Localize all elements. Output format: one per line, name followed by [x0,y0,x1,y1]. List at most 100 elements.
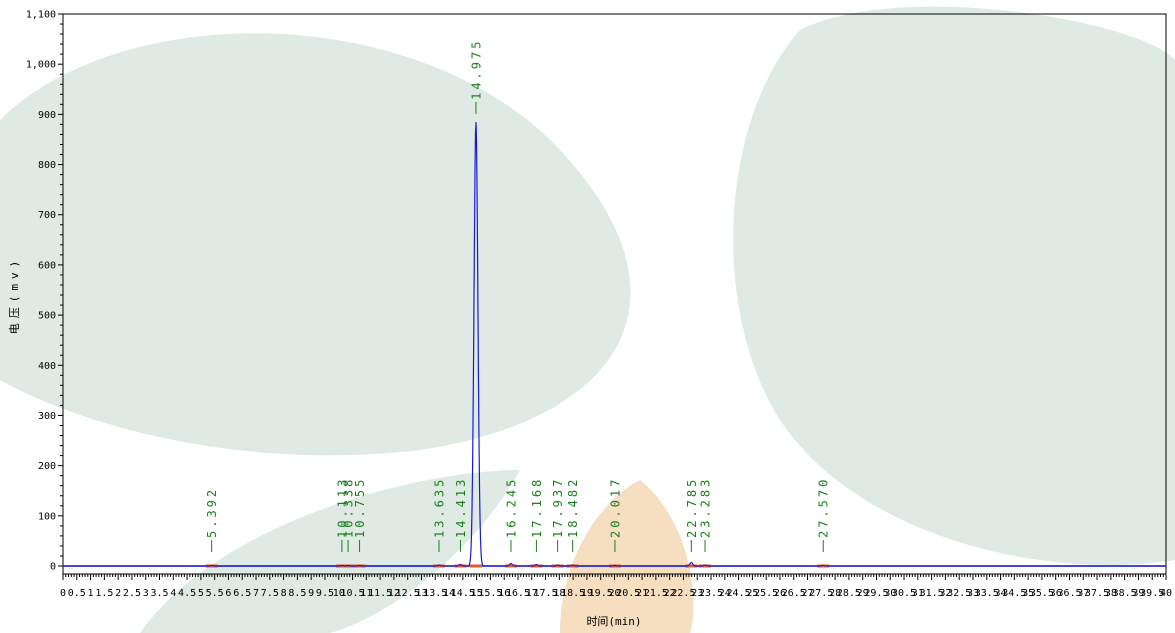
x-tick-label: 17.5 [534,588,558,599]
x-tick-label: 14 [443,588,455,599]
peak-label: 17.168 [530,477,544,538]
x-tick-label: 8 [281,588,287,599]
peak-label: 5.392 [205,487,219,538]
x-tick-label: 39.5 [1140,588,1164,599]
x-tick-label: 15.5 [478,588,502,599]
x-tick-label: 36.5 [1057,588,1081,599]
y-tick-label: 0 [50,562,56,573]
chromatogram-trace [63,122,1166,567]
y-tick-label: 100 [38,511,56,522]
x-tick-label: 17 [526,588,538,599]
peak-label: 10.113 [335,477,349,538]
x-tick-label: 7.5 [261,588,279,599]
y-tick-label: 1,000 [26,60,56,71]
x-tick-label: 19 [581,588,593,599]
x-tick-label: 32.5 [947,588,971,599]
peak-label: 27.570 [817,477,831,538]
x-tick-label: 34.5 [1002,588,1026,599]
y-tick-label: 900 [38,110,56,121]
x-tick-label: 16 [498,588,510,599]
x-tick-label: 37.5 [1085,588,1109,599]
x-tick-label: 16.5 [506,588,530,599]
x-tick-label: 1 [88,588,94,599]
x-tick-label: 5.5 [206,588,224,599]
x-tick-label: 23 [691,588,703,599]
y-tick-label: 1,100 [26,10,56,21]
x-tick-label: 6 [225,588,231,599]
x-tick-label: 12.5 [396,588,420,599]
x-tick-label: 1.5 [95,588,113,599]
y-tick-label: 500 [38,311,56,322]
x-axis: 0 0.5 1 1.5 2 2.5 3 3.5 4 4.5 5 5.5 6 6.5 7 7.5 8 8.5 9 9.5… [60,574,1172,599]
x-tick-label: 18.5 [561,588,585,599]
x-tick-label: 2.5 [123,588,141,599]
y-tick-label: 700 [38,210,56,221]
x-tick-label: 18 [553,588,565,599]
y-tick-label: 400 [38,361,56,372]
x-tick-label: 38.5 [1113,588,1137,599]
x-tick-label: 13.5 [423,588,447,599]
x-tick-label: 28 [829,588,841,599]
peak-label: 18.482 [566,477,580,538]
x-tick-label: 33 [967,588,979,599]
peak-label: 13.635 [432,477,446,538]
baseline-marker [432,564,445,568]
y-tick-label: 800 [38,160,56,171]
x-tick-label: 21.5 [644,588,668,599]
peak-label: 22.785 [685,477,699,538]
peak-label: 20.017 [608,477,622,538]
x-tick-label: 24.5 [727,588,751,599]
x-tick-label: 28.5 [837,588,861,599]
x-tick-label: 31.5 [920,588,944,599]
peak-label: 14.975 [469,39,483,100]
x-tick-label: 29.5 [864,588,888,599]
x-tick-label: 5 [198,588,204,599]
x-tick-label: 21 [636,588,648,599]
x-tick-label: 4 [170,588,176,599]
y-axis-title: 电压(mv) [8,256,21,335]
x-tick-label: 10.5 [340,588,364,599]
x-tick-label: 25 [746,588,758,599]
baseline-marker [530,564,543,568]
x-tick-label: 40 [1160,588,1172,599]
y-tick-label: 600 [38,260,56,271]
x-tick-label: 39 [1132,588,1144,599]
x-tick-label: 13 [415,588,427,599]
x-tick-label: 4.5 [178,588,196,599]
y-tick-label: 200 [38,461,56,472]
x-tick-label: 37 [1077,588,1089,599]
x-tick-label: 0 [60,588,66,599]
x-tick-label: 34 [995,588,1007,599]
x-tick-label: 11 [360,588,372,599]
x-tick-label: 29 [857,588,869,599]
watermark-logo [0,6,1175,633]
x-tick-label: 20.5 [616,588,640,599]
baseline-marker [699,564,712,568]
peak-label: 14.413 [454,477,468,538]
x-tick-label: 14.5 [451,588,475,599]
x-tick-label: 38 [1105,588,1117,599]
peak-label: 10.755 [353,477,367,538]
x-axis-title: 时间(min) [586,615,641,628]
x-tick-label: 7 [253,588,259,599]
x-tick-label: 26 [774,588,786,599]
x-tick-label: 10 [333,588,345,599]
x-tick-label: 15 [471,588,483,599]
peak-label: 16.245 [504,477,518,538]
baseline-marker [504,564,517,568]
x-tick-label: 24 [719,588,731,599]
x-tick-label: 22.5 [671,588,695,599]
x-tick-label: 3 [143,588,149,599]
x-tick-label: 27 [802,588,814,599]
x-tick-label: 20 [608,588,620,599]
x-tick-label: 9 [308,588,314,599]
x-tick-label: 22 [664,588,676,599]
x-tick-label: 9.5 [316,588,334,599]
x-tick-label: 23.5 [699,588,723,599]
x-tick-label: 0.5 [68,588,86,599]
x-tick-label: 33.5 [975,588,999,599]
x-tick-label: 8.5 [288,588,306,599]
baseline-marker [551,564,564,568]
